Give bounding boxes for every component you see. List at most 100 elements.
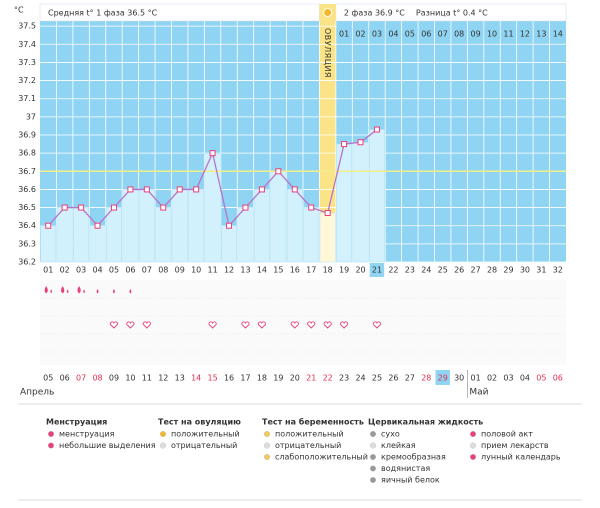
- phase2-day: 01: [339, 30, 349, 39]
- date-label: 15: [208, 374, 218, 383]
- temperature-marker: [357, 139, 364, 146]
- temperature-marker: [94, 222, 101, 229]
- date-label: 14: [191, 374, 201, 383]
- intercourse-icon: [290, 321, 299, 329]
- date-label: 26: [388, 374, 398, 383]
- temperature-bar: [336, 143, 353, 263]
- x-tick-label: 05: [109, 266, 119, 275]
- temperature-bar: [122, 189, 139, 263]
- date-label: 21: [306, 374, 316, 383]
- date-label: 25: [372, 374, 382, 383]
- phase2-day-cell: [500, 25, 517, 41]
- legend-item: отрицательный: [171, 441, 237, 450]
- date-label: 18: [257, 374, 267, 383]
- phase2-day-cell: [451, 25, 467, 41]
- legend-icon: [370, 465, 377, 472]
- y-tick-label: 37.4: [18, 40, 36, 49]
- temperature-bar: [188, 189, 205, 263]
- temperature-bar: [319, 212, 336, 263]
- intercourse-icon: [307, 321, 316, 329]
- date-label: 06: [60, 374, 70, 383]
- temperature-bar: [73, 207, 90, 263]
- x-tick-label: 23: [405, 266, 415, 275]
- date-label: 05: [43, 374, 53, 383]
- y-tick-label: 37: [26, 112, 36, 121]
- date-label: 19: [273, 374, 283, 383]
- temperature-marker: [324, 210, 331, 217]
- x-tick-label: 09: [175, 266, 185, 275]
- menstruation-light-icon: [112, 289, 115, 294]
- date-label: 30: [454, 374, 464, 383]
- y-tick-label: 36.3: [18, 239, 36, 248]
- temperature-marker: [127, 186, 134, 193]
- intercourse-icon: [340, 321, 349, 329]
- phase2-day: 11: [503, 30, 513, 39]
- legend-item: положительный: [171, 430, 240, 439]
- menstruation-heavy-icon: [83, 289, 85, 294]
- x-tick-label: 04: [92, 266, 102, 275]
- legend-icon: [264, 454, 271, 461]
- temperature-marker: [242, 204, 249, 211]
- x-tick-label: 17: [306, 266, 316, 275]
- today-highlight: [369, 263, 385, 277]
- x-tick-label: 06: [125, 266, 135, 275]
- legend-icon: [470, 454, 477, 461]
- temperature-bar: [155, 207, 172, 263]
- x-tick-label: 22: [388, 266, 398, 275]
- date-label: 28: [421, 374, 431, 383]
- temperature-marker: [258, 186, 265, 193]
- y-tick-label: 36.6: [18, 185, 36, 194]
- legend-item: небольшие выделения: [59, 441, 156, 450]
- x-tick-label: 02: [60, 266, 70, 275]
- date-label: 07: [76, 374, 86, 383]
- temperature-bar: [369, 129, 385, 263]
- menstruation-heavy-icon: [66, 289, 69, 294]
- temperature-bar: [56, 207, 73, 263]
- x-tick-label: 12: [224, 266, 234, 275]
- phase2-day-cell: [385, 25, 402, 41]
- phase2-day-cell: [435, 25, 451, 41]
- phase2-day: 13: [536, 30, 546, 39]
- phase2-day-cell: [467, 25, 484, 41]
- legend-item: прием лекарств: [481, 441, 549, 450]
- y-tick-label: 36.9: [18, 131, 36, 140]
- month-label: Май: [469, 388, 488, 398]
- x-tick-label: 15: [273, 266, 283, 275]
- date-label: 12: [158, 374, 168, 383]
- phase2-day-cell: [336, 25, 352, 41]
- legend-item: половой акт: [481, 430, 533, 439]
- x-tick-label: 07: [142, 266, 152, 275]
- legend-icon: [470, 442, 477, 449]
- y-axis-label: °C: [14, 6, 24, 15]
- legend-icon: [370, 477, 377, 484]
- phase2-day-cell: [418, 25, 434, 41]
- legend-icon: [370, 442, 377, 449]
- phase2-day: 12: [520, 30, 530, 39]
- legend-icon: [159, 442, 166, 449]
- date-label: 29: [438, 374, 448, 383]
- phase2-day-cell: [517, 25, 533, 41]
- date-label: 13: [175, 374, 185, 383]
- menstruation-heavy-icon: [50, 289, 53, 294]
- temperature-marker: [61, 204, 68, 211]
- temperature-bar: [237, 207, 254, 263]
- legend-item: клейкая: [381, 441, 416, 450]
- legend-item: слабоположительный: [275, 453, 368, 462]
- intercourse-icon: [109, 321, 119, 329]
- temperature-marker: [291, 186, 298, 193]
- legend-item: кремообразная: [381, 453, 446, 462]
- phase2-day: 04: [388, 30, 398, 39]
- menstruation-light-icon: [96, 289, 99, 294]
- date-label: 17: [240, 374, 250, 383]
- date-label: 03: [503, 374, 513, 383]
- x-tick-label: 18: [323, 266, 333, 275]
- temperature-bar: [89, 225, 106, 263]
- menstruation-light-icon: [129, 289, 132, 294]
- temperature-marker: [160, 204, 167, 211]
- y-tick-label: 36.5: [18, 203, 36, 212]
- phase2-day: 07: [438, 30, 448, 39]
- date-label: 27: [405, 374, 415, 383]
- phase2-day-cell: [550, 25, 566, 41]
- x-tick-label: 20: [355, 266, 365, 275]
